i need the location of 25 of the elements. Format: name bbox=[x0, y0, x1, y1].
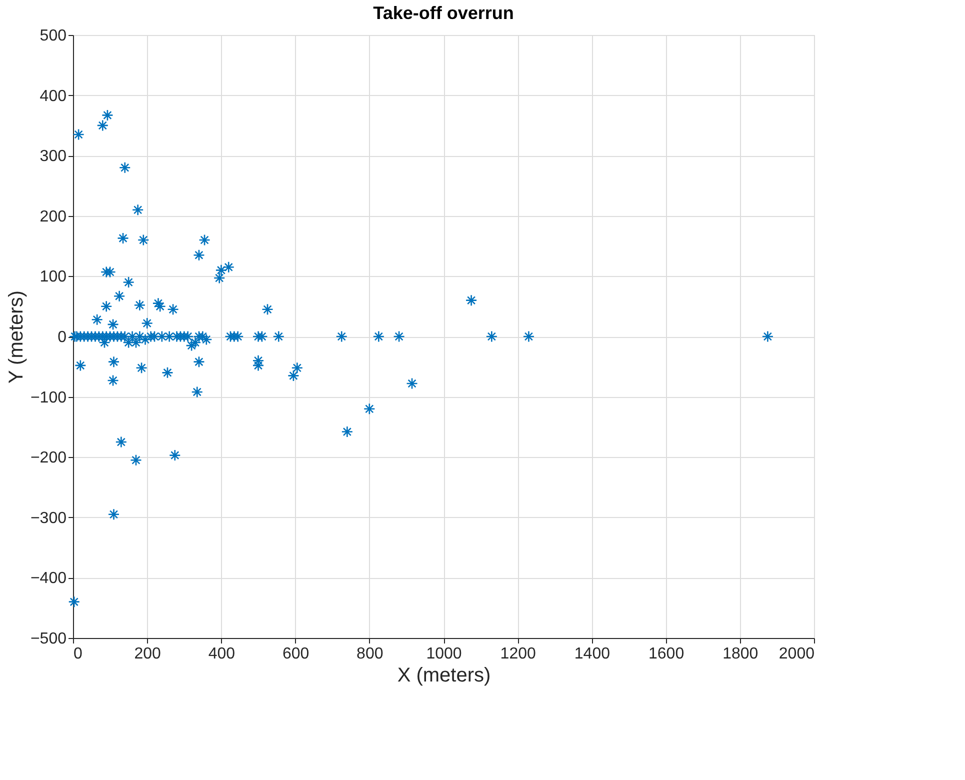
x-tick-label: 1800 bbox=[722, 646, 758, 662]
chart-title: Take-off overrun bbox=[373, 3, 514, 23]
y-tick-label: 0 bbox=[58, 329, 67, 346]
x-tick-label: 600 bbox=[282, 646, 310, 662]
y-tick-label: −100 bbox=[30, 389, 67, 406]
y-tick-label: −200 bbox=[30, 450, 67, 467]
x-axis-title: X (meters) bbox=[397, 664, 491, 686]
y-axis-title: Y (meters) bbox=[5, 290, 28, 384]
y-tick-label: 200 bbox=[40, 208, 67, 226]
x-tick-label: 400 bbox=[208, 646, 236, 662]
y-tick-label: 500 bbox=[40, 28, 67, 44]
y-tick-label: 300 bbox=[40, 148, 67, 166]
x-tick-label: 2000 bbox=[778, 646, 815, 662]
x-tick-label: 1400 bbox=[574, 646, 610, 662]
x-tick-label: 0 bbox=[74, 646, 82, 662]
y-tick-label: −500 bbox=[30, 630, 67, 648]
y-tick-label: −400 bbox=[30, 570, 67, 588]
x-tick-label: 1600 bbox=[648, 646, 684, 662]
x-tick-label: 1000 bbox=[426, 646, 462, 662]
y-tick-label: 100 bbox=[40, 268, 67, 286]
y-tick-label: −300 bbox=[30, 510, 67, 527]
x-tick-label: 200 bbox=[134, 646, 162, 662]
x-tick-label: 800 bbox=[356, 646, 384, 662]
y-tick-label: 400 bbox=[40, 88, 67, 105]
x-tick-label: 1200 bbox=[500, 646, 536, 662]
